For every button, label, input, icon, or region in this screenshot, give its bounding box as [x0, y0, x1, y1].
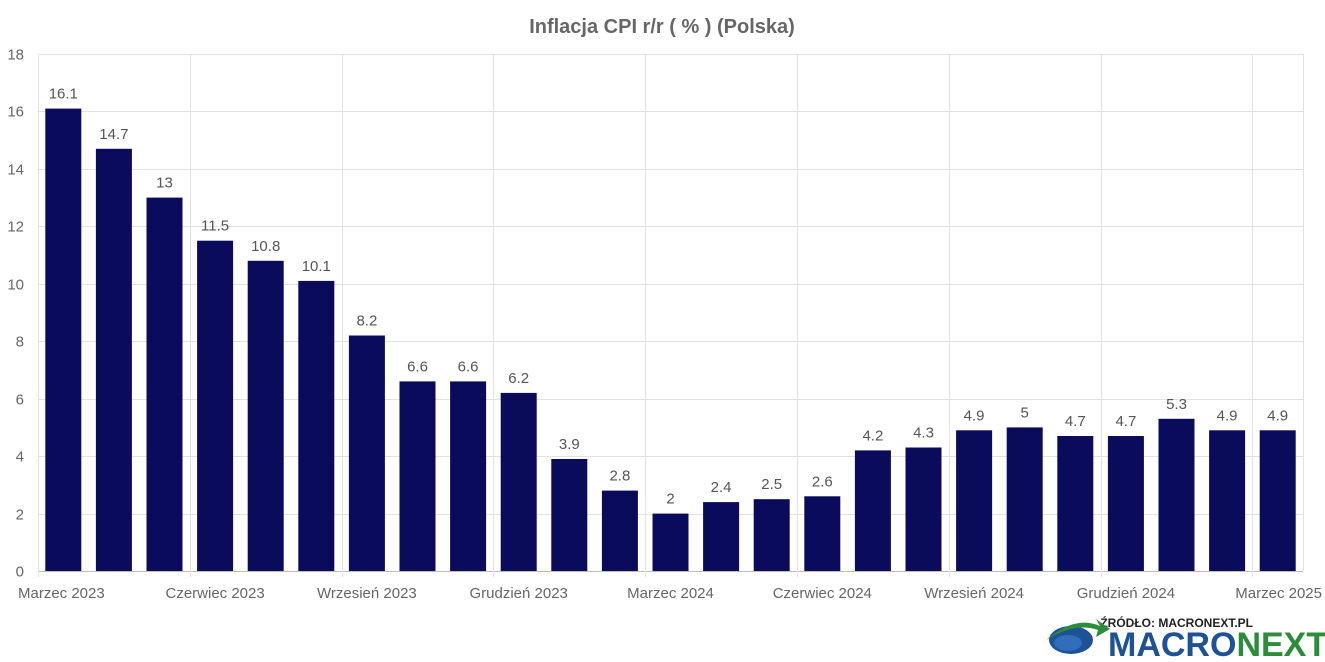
data-label: 10.1 [302, 258, 331, 275]
bar [1209, 430, 1246, 571]
bar [601, 490, 638, 571]
bar [500, 392, 537, 571]
data-label: 10.8 [251, 238, 280, 255]
y-tick-label: 18 [7, 47, 24, 64]
bar [450, 381, 487, 571]
brand-name: MACRONEXT [1108, 626, 1325, 662]
source-logo: ŹRÓDŁO: MACRONEXT.PL MACRONEXT [1046, 615, 1325, 662]
bars-layer [45, 108, 1296, 572]
data-label: 11.5 [201, 218, 229, 235]
y-tick-label: 12 [7, 219, 24, 236]
x-tick-label: Marzec 2025 [1235, 585, 1322, 602]
data-label: 6.6 [407, 358, 428, 375]
bar [753, 499, 790, 571]
x-tick-label: Czerwiec 2023 [165, 585, 264, 602]
globe-arrow-icon [1046, 619, 1110, 654]
bar [197, 240, 234, 571]
data-label: 4.9 [1217, 407, 1238, 424]
y-tick-label: 6 [16, 392, 24, 409]
data-label: 4.7 [1115, 413, 1136, 430]
x-tick-label: Marzec 2024 [627, 585, 714, 602]
x-tick-label: Marzec 2023 [18, 585, 105, 602]
data-label: 16.1 [49, 86, 78, 103]
x-axis-ticks: Marzec 2023 Czerwiec 2023 Wrzesień 2023 Gru… [18, 585, 1322, 602]
chart-title: Inflacja CPI r/r ( % ) (Polska) [529, 16, 795, 38]
y-tick-label: 10 [7, 277, 24, 294]
bar [298, 280, 335, 571]
y-tick-label: 14 [7, 162, 24, 179]
bar [146, 197, 183, 571]
x-tick-label: Czerwiec 2024 [773, 585, 872, 602]
bar [703, 502, 740, 571]
x-tick-label: Grudzień 2024 [1077, 585, 1175, 602]
bar [45, 108, 82, 571]
bar [399, 381, 436, 571]
data-label: 2.5 [761, 476, 782, 493]
y-tick-label: 8 [16, 334, 24, 351]
x-tick-label: Wrzesień 2024 [924, 585, 1024, 602]
bar [652, 513, 689, 571]
bar [1006, 427, 1043, 571]
bar [956, 430, 993, 571]
data-label: 4.9 [1267, 407, 1288, 424]
data-label: 2.8 [609, 468, 630, 485]
bar [1057, 436, 1094, 571]
data-label: 4.7 [1065, 413, 1086, 430]
data-label: 3.9 [559, 436, 580, 453]
data-label: 5 [1021, 404, 1029, 421]
data-label: 4.2 [862, 427, 883, 444]
bar [1107, 436, 1144, 571]
data-label: 14.7 [99, 126, 128, 143]
bar [1259, 430, 1296, 571]
bar [95, 148, 132, 572]
brand-next-text: NEXT [1236, 626, 1325, 662]
data-label: 2.4 [711, 479, 732, 496]
y-axis-ticks: 0 2 4 6 8 10 12 14 16 18 [7, 47, 24, 581]
brand-macro-text: MACRO [1108, 626, 1236, 662]
bar [348, 335, 385, 571]
data-label: 4.9 [964, 407, 985, 424]
y-tick-label: 16 [7, 104, 24, 121]
bar [854, 450, 891, 571]
bar [551, 459, 588, 571]
bar [905, 447, 942, 571]
data-label: 6.6 [458, 358, 479, 375]
x-tick-label: Grudzień 2023 [469, 585, 567, 602]
bar [804, 496, 841, 571]
data-label: 13 [156, 175, 173, 192]
data-label: 2.6 [812, 473, 833, 490]
y-tick-label: 4 [16, 449, 24, 466]
bar [247, 260, 284, 571]
y-tick-label: 0 [16, 564, 24, 581]
x-tick-label: Wrzesień 2023 [317, 585, 417, 602]
source-label: ŹRÓDŁO: MACRONEXT.PL [1100, 615, 1253, 630]
data-label: 5.3 [1166, 396, 1187, 413]
bar [1158, 418, 1195, 571]
data-labels-layer: 16.1 14.7 13 11.5 10.8 10.1 8.2 6.6 6.6 6.2 3.9 2.8… [49, 86, 1288, 508]
data-label: 4.3 [913, 425, 934, 442]
data-label: 8.2 [356, 313, 377, 330]
y-tick-label: 2 [16, 507, 24, 524]
data-label: 2 [666, 491, 674, 508]
data-label: 6.2 [508, 370, 529, 387]
